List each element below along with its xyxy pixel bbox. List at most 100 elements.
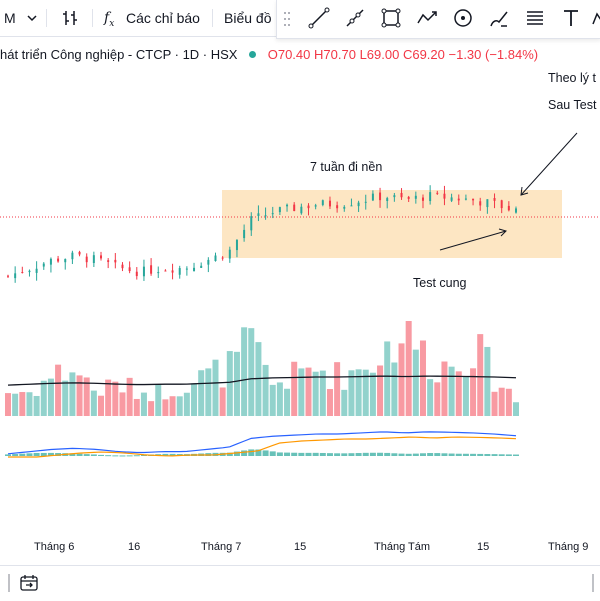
- macd-bar: [427, 453, 434, 456]
- volume-bar: [498, 387, 505, 416]
- scroll-handle-icon[interactable]: [588, 572, 598, 594]
- volume-bar: [176, 396, 183, 416]
- circle-icon[interactable]: [451, 6, 475, 30]
- path-icon[interactable]: [415, 6, 439, 30]
- chevron-down-icon[interactable]: [20, 6, 44, 30]
- volume-bar: [412, 349, 419, 416]
- volume-bar: [513, 402, 519, 416]
- candle: [364, 194, 367, 210]
- candle: [307, 203, 310, 216]
- volume-bar: [133, 398, 140, 416]
- goto-date-icon[interactable]: [18, 572, 40, 594]
- brush-icon[interactable]: [487, 6, 511, 30]
- volume-bar: [241, 327, 248, 416]
- volume-bar: [233, 351, 240, 416]
- candle: [350, 198, 353, 207]
- candle: [250, 212, 253, 236]
- candle: [107, 258, 110, 269]
- interval-button[interactable]: M: [4, 10, 16, 26]
- macd-bar: [341, 453, 348, 456]
- volume-bar: [334, 362, 341, 416]
- candle: [14, 266, 17, 283]
- volume-bar: [441, 361, 448, 416]
- macd-bar: [434, 453, 441, 456]
- volume-bar: [76, 375, 83, 416]
- text-icon[interactable]: [559, 6, 583, 30]
- consolidation-box[interactable]: [222, 190, 562, 258]
- candle: [293, 202, 296, 212]
- candle: [421, 194, 424, 209]
- candle: [128, 261, 131, 274]
- drag-handle-icon[interactable]: [283, 10, 291, 28]
- macd-bar: [477, 453, 484, 456]
- macd-bar: [98, 454, 105, 456]
- volume-bar: [98, 395, 105, 416]
- drawing-toolbar: [276, 0, 600, 39]
- macd-bar: [233, 451, 240, 456]
- volume-bar: [69, 372, 76, 416]
- volume-bar: [326, 389, 333, 416]
- legend-open: O70.40: [267, 47, 311, 62]
- arrow-up-right[interactable]: [439, 228, 507, 251]
- symbol-title[interactable]: hát triển Công nghiệp - CTCP · 1D · HSX: [0, 47, 238, 62]
- candle: [157, 266, 160, 278]
- chart-type-button[interactable]: Biểu đồ: [224, 10, 272, 26]
- candle: [257, 205, 260, 222]
- candle: [393, 192, 396, 202]
- macd-line: [7, 431, 517, 455]
- scroll-handle-icon[interactable]: [4, 572, 14, 594]
- volume-bar: [291, 361, 298, 416]
- candle: [71, 250, 74, 265]
- status-dot-icon: [249, 51, 257, 58]
- fib-retracement-icon[interactable]: [523, 6, 547, 30]
- x-tick: Tháng Tám: [374, 541, 431, 553]
- test-annotation[interactable]: Test cung: [413, 276, 467, 290]
- macd-bar: [391, 453, 398, 456]
- rectangle-icon[interactable]: [379, 6, 403, 30]
- ray-icon[interactable]: [343, 6, 367, 30]
- candle: [214, 252, 217, 262]
- volume-bar: [155, 384, 162, 416]
- macd-bar: [241, 450, 248, 456]
- note-line-1[interactable]: Theo lý t: [548, 71, 596, 85]
- trend-line-icon[interactable]: [307, 6, 331, 30]
- candle: [328, 196, 331, 210]
- candle: [114, 253, 117, 269]
- volume-bar: [470, 368, 477, 416]
- macd-bar: [47, 452, 54, 456]
- candle: [429, 185, 432, 205]
- macd-bar: [448, 453, 455, 456]
- volume-bar: [341, 389, 348, 416]
- candle: [185, 266, 188, 276]
- macd-bar: [462, 453, 469, 456]
- bar-chart-icon[interactable]: [58, 6, 82, 30]
- candle: [150, 258, 153, 276]
- candle: [193, 262, 196, 272]
- volume-bar: [212, 359, 219, 416]
- arrow-down-left[interactable]: [520, 132, 578, 196]
- volume-bar: [169, 396, 176, 416]
- macd-bar: [76, 453, 83, 456]
- candle: [135, 267, 138, 280]
- candle: [515, 206, 517, 214]
- candle: [300, 203, 303, 215]
- volume-bar: [83, 377, 90, 416]
- volume-bar: [491, 391, 498, 416]
- candle: [178, 265, 181, 279]
- volume-ma-line: [7, 375, 517, 386]
- indicators-button[interactable]: Các chỉ báo: [126, 10, 200, 26]
- volume-bar: [398, 343, 405, 416]
- base-annotation[interactable]: 7 tuần đi nền: [310, 160, 383, 174]
- macd-bar: [362, 452, 369, 456]
- macd-bar: [498, 454, 505, 456]
- candle: [121, 262, 124, 272]
- macd-bar: [398, 453, 405, 456]
- price-chart[interactable]: [0, 0, 600, 565]
- note-line-2[interactable]: Sau Test: [548, 98, 597, 112]
- macd-bar: [405, 453, 412, 456]
- candle: [64, 258, 67, 270]
- legend-high: H70.70: [314, 47, 356, 62]
- volume-bar: [19, 392, 26, 416]
- volume-bar: [312, 371, 319, 416]
- macd-bar: [412, 453, 419, 456]
